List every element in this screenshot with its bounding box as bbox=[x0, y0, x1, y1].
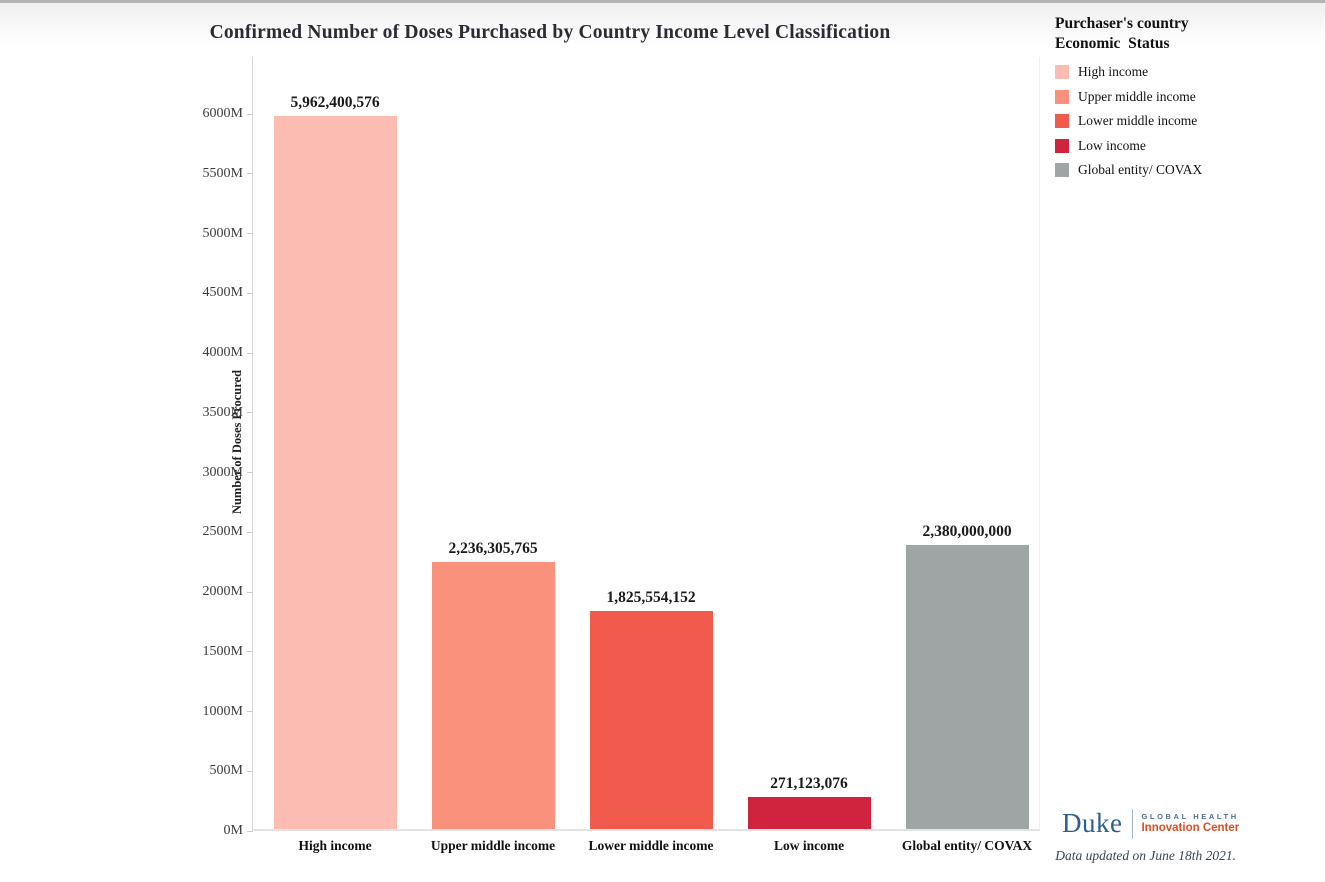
legend-title-line1: Purchaser's country bbox=[1055, 15, 1189, 32]
chart-title: Confirmed Number of Doses Purchased by C… bbox=[209, 22, 891, 43]
y-axis-tick-mark bbox=[247, 531, 253, 533]
y-axis-tick-label: 3500M bbox=[202, 404, 243, 420]
bar-value-label: 1,825,554,152 bbox=[606, 589, 696, 606]
duke-wordmark: Duke bbox=[1062, 808, 1123, 838]
legend-item-label: Global entity/ COVAX bbox=[1078, 162, 1203, 177]
y-axis-tick-mark bbox=[247, 830, 253, 832]
legend-swatch-icon bbox=[1055, 114, 1069, 128]
legend-item-low-income[interactable]: Low income bbox=[1055, 138, 1315, 154]
legend-item-label: Upper middle income bbox=[1078, 88, 1196, 104]
y-axis-tick-mark bbox=[247, 651, 253, 653]
bar-value-label: 2,236,305,765 bbox=[448, 540, 538, 557]
plot-area: 0M 500M 1000M 1500M 2000M 2500M 3000M 3500M 4000… bbox=[203, 57, 1040, 853]
legend-item-label: Low income bbox=[1078, 137, 1146, 153]
bar-upper-middle-income[interactable] bbox=[431, 562, 555, 829]
legend-item-lower-middle-income[interactable]: Lower middle income bbox=[1055, 113, 1315, 129]
y-axis-tick-mark bbox=[247, 113, 253, 115]
y-axis-tick-mark bbox=[247, 711, 253, 712]
logo-divider bbox=[1132, 808, 1134, 839]
y-axis-tick-label: 5500M bbox=[202, 165, 243, 181]
legend-title-line2: Economic Status bbox=[1055, 35, 1170, 52]
y-axis-tick-label: 1000M bbox=[202, 703, 243, 719]
y-axis-tick-mark bbox=[247, 412, 253, 414]
x-axis-category-label: Low income bbox=[773, 838, 845, 853]
y-axis-tick-label: 4000M bbox=[202, 345, 243, 360]
bar-global-entity-covax[interactable] bbox=[905, 545, 1029, 829]
logo-innovation-center-label: Innovation Center bbox=[1141, 822, 1240, 834]
legend-swatch-icon bbox=[1055, 89, 1069, 104]
legend-item-high-income[interactable]: High income bbox=[1055, 64, 1315, 80]
y-axis-tick-label: 5000M bbox=[202, 225, 243, 241]
y-axis-tick-mark bbox=[247, 770, 253, 772]
duke-logo: Duke GLOBAL HEALTH Innovation Center bbox=[1062, 808, 1239, 839]
bar-value-label: 271,123,076 bbox=[770, 775, 848, 792]
bar-value-label: 5,962,400,576 bbox=[290, 94, 380, 111]
bar-lower-middle-income[interactable] bbox=[589, 611, 713, 829]
y-axis-tick-mark bbox=[247, 352, 253, 354]
y-axis-tick-label: 6000M bbox=[202, 106, 243, 121]
y-axis-tick-mark bbox=[247, 591, 253, 593]
y-axis-tick-label: 0M bbox=[223, 823, 243, 838]
legend-item-global-entity-covax[interactable]: Global entity/ COVAX bbox=[1055, 162, 1315, 178]
y-axis-tick-label: 2000M bbox=[202, 584, 243, 599]
x-axis-category-label: Lower middle income bbox=[588, 838, 714, 853]
y-axis-tick-label: 2500M bbox=[202, 524, 243, 540]
legend-item-label: High income bbox=[1078, 64, 1149, 79]
legend-item-label: Lower middle income bbox=[1078, 113, 1198, 128]
logo-subtext: GLOBAL HEALTH Innovation Center bbox=[1141, 812, 1239, 835]
y-axis-tick-label: 1500M bbox=[202, 643, 243, 659]
bar-low-income[interactable] bbox=[747, 797, 871, 829]
x-axis-category-label: High income bbox=[298, 838, 372, 853]
legend-item-list: High income Upper middle income Lower midd… bbox=[1055, 64, 1315, 178]
legend-swatch-icon bbox=[1055, 163, 1069, 177]
window-top-border bbox=[0, 0, 1325, 3]
bar-high-income[interactable] bbox=[273, 116, 397, 829]
y-axis-tick-label: 500M bbox=[209, 763, 243, 779]
y-axis-tick-mark bbox=[247, 173, 253, 175]
legend-swatch-icon bbox=[1055, 138, 1069, 153]
y-axis-tick-mark bbox=[247, 472, 253, 473]
bar-value-label: 2,380,000,000 bbox=[922, 523, 1012, 540]
x-axis-category-label: Global entity/ COVAX bbox=[901, 838, 1033, 853]
y-axis-tick-label: 3000M bbox=[202, 464, 243, 480]
y-axis-tick-label: 4500M bbox=[202, 285, 243, 301]
legend: Purchaser's country Economic Status High… bbox=[1055, 14, 1315, 187]
data-updated-note: Data updated on June 18th 2021. bbox=[1055, 848, 1236, 863]
y-axis-tick-mark bbox=[247, 292, 253, 294]
top-gradient bbox=[0, 3, 1325, 45]
y-axis-tick-mark bbox=[247, 233, 253, 234]
legend-item-upper-middle-income[interactable]: Upper middle income bbox=[1055, 89, 1315, 105]
legend-swatch-icon bbox=[1055, 65, 1069, 79]
x-axis-category-label: Upper middle income bbox=[430, 838, 556, 853]
logo-global-health-label: GLOBAL HEALTH bbox=[1141, 812, 1239, 821]
